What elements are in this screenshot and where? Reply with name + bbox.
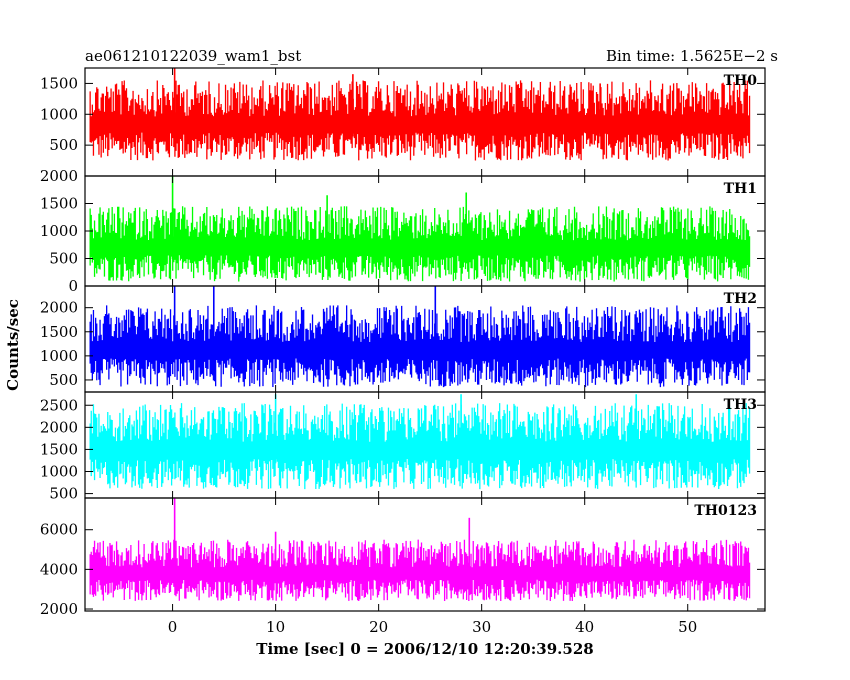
panel-th3: 500 1000 1500 2000 2500 TH3 (40, 391, 766, 503)
y-tick-label: 4000 (40, 560, 78, 578)
panel-label-th3: TH3 (724, 397, 757, 413)
y-tick-label: 0 (68, 277, 78, 295)
panel-th1: 0 500 1000 1500 2000 TH1 (40, 167, 766, 295)
y-tick-label: 2000 (40, 167, 78, 185)
y-tick-label: 1000 (40, 222, 78, 240)
y-tick-label: 6000 (40, 521, 78, 539)
panel-th0123: 2000 4000 6000 TH0123 (40, 497, 766, 618)
x-tick-label: 50 (678, 618, 697, 636)
y-tick-label: 500 (49, 485, 78, 503)
x-axis: 0 10 20 30 40 50 (168, 618, 697, 636)
y-tick-label: 1500 (40, 440, 78, 458)
panel-label-th0123: TH0123 (694, 503, 757, 519)
series-th2-line (89, 305, 751, 388)
series-th1-line (89, 206, 751, 282)
y-tick-label: 2000 (40, 600, 78, 618)
y-tick-label: 1500 (40, 74, 78, 92)
panel-th0: 500 1000 1500 TH0 (40, 67, 766, 177)
panels-group: 500 1000 1500 TH0 0 500 1000 1500 2000 TH1 500 1000… (40, 67, 766, 618)
x-tick-label: 30 (472, 618, 491, 636)
y-tick-label: 2000 (40, 418, 78, 436)
y-tick-label: 500 (49, 250, 78, 268)
series-th3-line (89, 403, 751, 490)
header-left: ae061210122039_wam1_bst (85, 47, 301, 65)
y-tick-label: 1000 (40, 347, 78, 365)
series-th0123-line (89, 539, 751, 602)
header-right: Bin time: 1.5625E−2 s (606, 47, 778, 65)
y-tick-label: 1500 (40, 195, 78, 213)
y-tick-label: 1000 (40, 105, 78, 123)
panel-frame (84, 497, 766, 612)
x-axis-title: Time [sec] 0 = 2006/12/10 12:20:39.528 (256, 640, 593, 658)
y-tick-label: 500 (49, 136, 78, 154)
y-tick-label: 2000 (40, 299, 78, 317)
x-tick-label: 20 (369, 618, 388, 636)
panel-label-th1: TH1 (724, 181, 757, 197)
y-tick-label: 1500 (40, 323, 78, 341)
y-tick-label: 1000 (40, 463, 78, 481)
series-th0-line (89, 80, 751, 161)
x-tick-label: 40 (575, 618, 594, 636)
x-tick-label: 0 (168, 618, 178, 636)
panel-th2: 500 1000 1500 2000 TH2 (40, 285, 766, 393)
y-axis-title: Counts/sec (4, 299, 22, 391)
panel-label-th0: TH0 (724, 73, 758, 89)
y-tick-label: 500 (49, 371, 78, 389)
x-tick-label: 10 (266, 618, 285, 636)
y-tick-label: 2500 (40, 396, 78, 414)
panel-label-th2: TH2 (724, 291, 757, 307)
